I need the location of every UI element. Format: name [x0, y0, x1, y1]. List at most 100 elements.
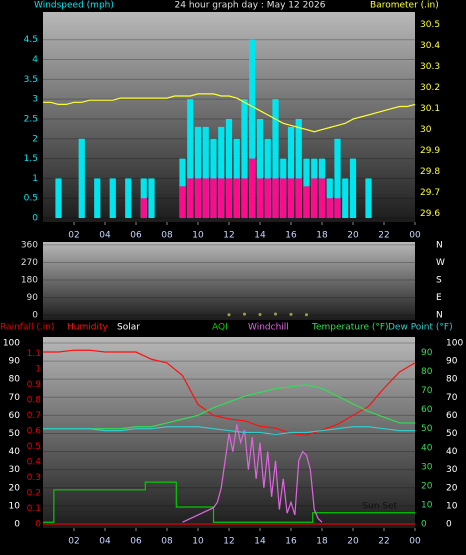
y-tick-label: 2.5	[24, 114, 38, 124]
bar	[55, 178, 62, 219]
bar	[287, 178, 295, 219]
x-tick-label: 10	[192, 537, 204, 547]
bar	[187, 178, 194, 219]
y2-tick-label: 30.3	[420, 62, 440, 72]
y-tick-label: 2	[32, 134, 38, 144]
y2-tick-label: 80	[421, 367, 433, 377]
y2-tick-label: 30.2	[420, 83, 440, 93]
bar	[295, 178, 302, 219]
bar	[194, 178, 202, 219]
y-tick-label: 0	[32, 311, 38, 321]
bar	[295, 118, 302, 219]
series-line	[43, 349, 416, 436]
bar	[249, 158, 256, 219]
y-tick-label: 3.5	[24, 75, 38, 85]
x-tick-label: 14	[254, 537, 266, 547]
x-tick-label: 08	[161, 537, 173, 547]
bar	[194, 126, 202, 219]
legend-label: Humidity	[67, 323, 108, 333]
chart-title: 24 hour graph day : May 12 2026	[175, 1, 326, 11]
y-tick-label: 30	[9, 465, 21, 475]
x-tick-label: 18	[316, 231, 328, 241]
y4-tick-label: 40	[446, 447, 458, 457]
y3-tick-label: 0.2	[27, 488, 41, 498]
y2-tick-label: 29.7	[420, 188, 440, 198]
y4-tick-label: 90	[446, 357, 458, 367]
y2-tick-label: W	[436, 258, 445, 268]
y2-tick-label: 90	[421, 348, 433, 358]
y-tick-label: 90	[9, 357, 21, 367]
legend-label: Windchill	[248, 323, 289, 333]
bar	[318, 178, 326, 219]
y4-tick-label: 30	[446, 465, 458, 475]
y3-tick-label: 0.8	[27, 395, 42, 405]
bar	[202, 178, 209, 219]
point	[289, 312, 293, 316]
y-tick-label: 0	[14, 520, 20, 530]
y4-tick-label: 50	[446, 429, 458, 439]
y-tick-label: 80	[9, 375, 21, 385]
y4-tick-label: 60	[446, 411, 458, 421]
y-tick-label: 90	[27, 293, 39, 303]
x-tick-label: 00	[409, 231, 421, 241]
y4-tick-label: 0	[446, 520, 452, 530]
y3-tick-label: 0.4	[27, 457, 42, 467]
y-tick-label: 1.5	[24, 154, 38, 164]
bar	[280, 178, 287, 219]
bar	[349, 158, 357, 219]
legend-label: AQI	[212, 323, 228, 333]
annotation: Sun Set	[362, 501, 397, 511]
step-line	[43, 481, 415, 523]
series-line	[182, 424, 323, 523]
x-tick-label: 06	[130, 537, 142, 547]
x-tick-label: 12	[223, 537, 234, 547]
y-tick-label: 270	[21, 258, 38, 268]
point	[274, 312, 277, 316]
bar	[210, 178, 217, 219]
bar	[109, 178, 116, 219]
y-tick-label: 180	[21, 276, 38, 286]
y3-tick-label: 0.5	[27, 442, 41, 452]
y3-tick-label: 0	[35, 519, 41, 529]
series-line	[43, 426, 415, 436]
x-tick-label: 20	[347, 537, 359, 547]
y4-tick-label: 100	[446, 338, 463, 348]
bar	[326, 198, 333, 219]
y2-tick-label: E	[436, 293, 442, 303]
y-tick-label: 0.5	[24, 194, 38, 204]
series-line	[43, 93, 416, 133]
bar	[272, 99, 279, 219]
point	[305, 313, 308, 317]
x-tick-label: 14	[254, 231, 266, 241]
point	[243, 312, 246, 316]
bar	[342, 178, 349, 219]
x-tick-label: 04	[99, 231, 111, 241]
y2-tick-label: 50	[421, 424, 433, 434]
y3-tick-label: 0.6	[27, 426, 42, 436]
bar	[241, 178, 248, 219]
y3-tick-label: 0.9	[27, 380, 42, 390]
y2-tick-label: 30.5	[420, 20, 440, 30]
bar	[218, 178, 225, 219]
x-tick-label: 20	[347, 231, 359, 241]
bar	[233, 178, 240, 219]
y-tick-label: 40	[9, 447, 21, 457]
y3-tick-label: 1.1	[27, 349, 41, 359]
bar	[179, 186, 186, 219]
bar	[148, 178, 155, 219]
bar	[334, 198, 341, 219]
legend-label: Temperature (°F)	[311, 323, 389, 333]
y2-tick-label: 20	[421, 481, 433, 491]
y2-tick-label: 30	[421, 462, 433, 472]
plot-area	[43, 337, 415, 528]
bar	[303, 186, 310, 219]
y4-tick-label: 10	[446, 501, 458, 511]
y2-tick-label: 30.1	[420, 104, 440, 114]
x-tick-label: 00	[409, 537, 421, 547]
y2-tick-label: S	[436, 276, 442, 286]
y-tick-label: 3	[32, 95, 38, 105]
x-tick-label: 16	[285, 231, 297, 241]
y2-tick-label: N	[436, 240, 443, 250]
